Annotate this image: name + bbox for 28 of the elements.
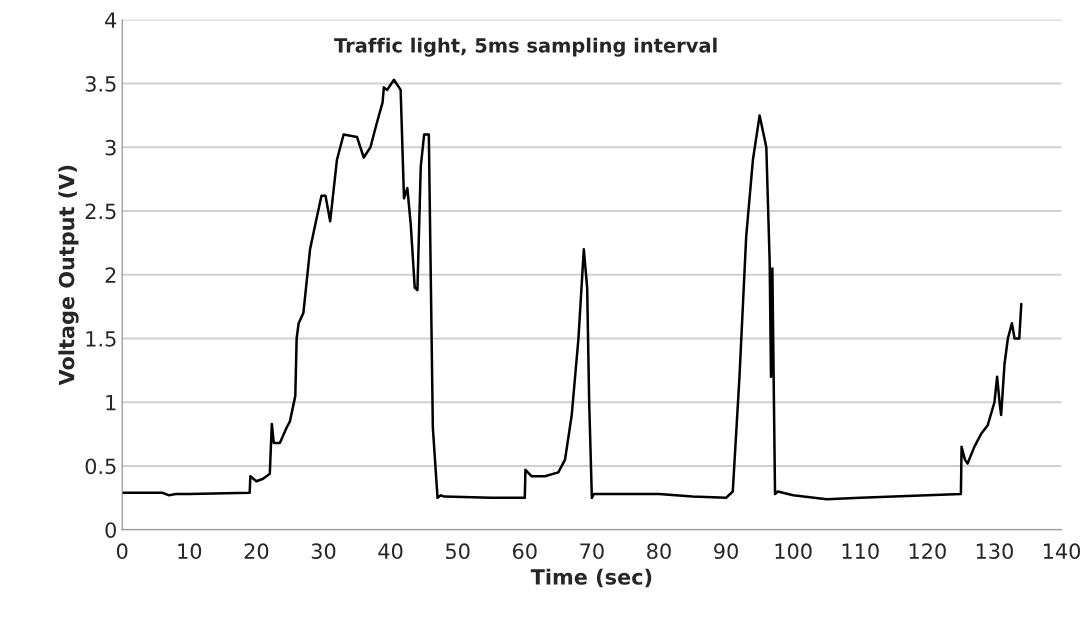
y-tick-label: 3.5 (85, 76, 116, 92)
y-tick-label: 4 (105, 12, 117, 28)
x-tick-label: 50 (446, 543, 470, 560)
y-tick-label: 0.5 (85, 458, 116, 475)
x-tick-label: 20 (244, 543, 269, 560)
y-tick-label: 1 (106, 394, 116, 411)
x-tick-label: 0 (116, 543, 128, 560)
text: Traffic light, 5ms sampling interval (334, 37, 717, 57)
x-tick-label: 10 (178, 543, 202, 560)
y-tick-label: 1.5 (86, 331, 116, 347)
y-tick-label: 2.5 (85, 203, 116, 220)
x-tick-label: 100 (775, 543, 812, 560)
x-tick-label: 90 (714, 543, 738, 560)
x-tick-label: 110 (842, 543, 879, 560)
x-tick-label: 120 (909, 543, 946, 560)
x-tick-label: 130 (976, 543, 1013, 560)
x-tick-label: 60 (512, 543, 537, 560)
line-series (122, 78, 1023, 501)
x-tick-label: 80 (647, 543, 671, 560)
x-tick-label: 140 (1043, 543, 1081, 560)
y-tick-label: 3 (105, 139, 116, 156)
y-axis-title: Voltage Output (V) (58, 165, 79, 386)
y-tick-label: 0 (105, 522, 116, 538)
x-tick-label: 40 (378, 543, 403, 560)
x-tick-label: 70 (580, 543, 604, 560)
x-axis-title: Time (sec) (530, 568, 652, 588)
x-tick-label: 30 (311, 543, 336, 560)
y-tick-label: 2 (105, 267, 116, 283)
